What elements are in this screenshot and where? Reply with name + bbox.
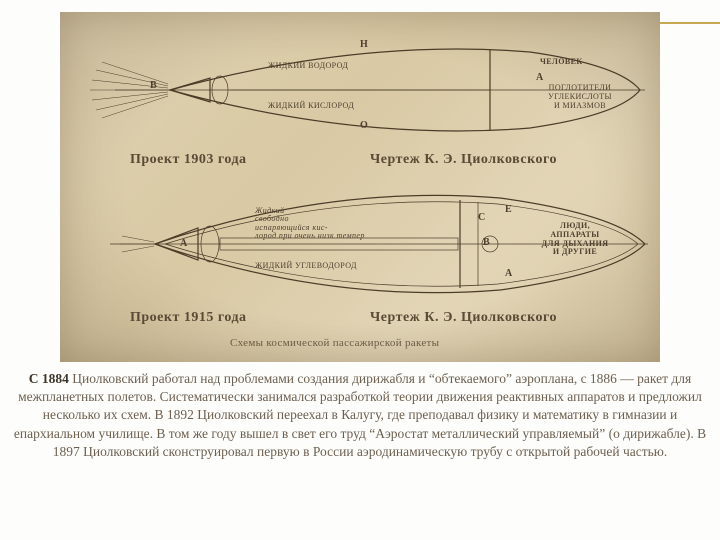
label-oxygen: ЖИДКИЙ КИСЛОРОД (268, 102, 354, 111)
label-man: ЧЕЛОВЕК (540, 58, 583, 67)
people-l2: АППАРАТЫ (550, 230, 599, 239)
scheme-caption: Схемы космической пассажирской ракеты (230, 337, 439, 349)
body-paragraph: С 1884 Циолковский работал над проблемам… (10, 370, 710, 461)
label-A-1903: А (536, 72, 543, 83)
label-H-1903: Н (360, 39, 368, 50)
label-people: ЛЮДИ, АППАРАТЫ ДЛЯ ДЫХАНИЯ И ДРУГИЕ (520, 222, 630, 257)
oxy-l4: лород при очень низк темпер (255, 231, 365, 240)
caption-1903-left: Проект 1903 года (130, 152, 247, 168)
label-C-1915: С (478, 212, 485, 223)
label-A-1915: А (180, 238, 187, 249)
body-rest: Циолковский работал над проблемами созда… (14, 371, 706, 459)
people-l3: ДЛЯ ДЫХАНИЯ (542, 239, 609, 248)
figure-scan: В Н О А ЖИДКИЙ ВОДОРОД ЖИДКИЙ КИСЛОРОД Ч… (60, 12, 660, 362)
caption-1915-left: Проект 1915 года (130, 310, 247, 326)
body-lead: С 1884 (29, 371, 69, 386)
label-absorbers: ПОГЛОТИТЕЛИ УГЛЕКИСЛОТЫ И МИАЗМОВ (530, 84, 630, 110)
label-A2-1915: А (505, 268, 512, 279)
caption-1915-right: Чертеж К. Э. Циолковского (370, 310, 557, 326)
label-hydrocarbon: ЖИДКИЙ УГЛЕВОДОРОД (255, 262, 357, 271)
label-B-1915: В (483, 237, 490, 248)
people-l4: И ДРУГИЕ (553, 247, 597, 256)
label-absorbers-l1: ПОГЛОТИТЕЛИ (549, 83, 612, 92)
label-B-1903: В (150, 80, 157, 91)
label-E-1915: Е (505, 204, 512, 215)
people-l1: ЛЮДИ, (560, 221, 590, 230)
label-liquid-oxygen-1915: Жидкий свободно испаряющийся кис- лород … (255, 207, 365, 241)
label-absorbers-l2: УГЛЕКИСЛОТЫ (548, 92, 612, 101)
label-O-1903: О (360, 120, 368, 131)
label-absorbers-l3: И МИАЗМОВ (554, 101, 606, 110)
label-hydrogen: ЖИДКИЙ ВОДОРОД (268, 62, 348, 71)
caption-1903-right: Чертеж К. Э. Циолковского (370, 152, 557, 168)
